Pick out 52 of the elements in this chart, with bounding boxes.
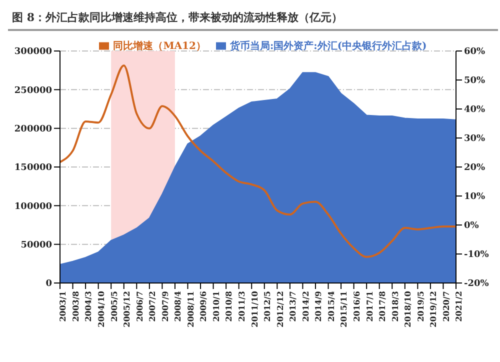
x-tick-label: 2011/3: [236, 290, 247, 322]
x-tick-label: 2005/12: [122, 291, 132, 328]
chart-title: 图 8：外汇占款同比增速维持高位，带来被动的流动性释放（亿元）: [8, 8, 498, 31]
y2-tick-label: 20%: [464, 163, 486, 174]
x-tick-label: 2019/5: [415, 291, 426, 322]
x-tick-label: 2014/2: [300, 291, 310, 322]
x-tick-label: 2021/2: [454, 291, 464, 322]
x-tick-label: 2006/7: [134, 291, 144, 322]
x-tick-label: 2003/1: [58, 291, 68, 322]
x-tick-label: 2015/11: [338, 291, 349, 328]
x-tick-label: 2016/6: [351, 290, 362, 322]
legend-label: 同比增速（MA12）: [113, 41, 206, 52]
x-tick-label: 2005/5: [108, 291, 119, 322]
line-series: [59, 64, 457, 258]
x-tick-label: 2010/8: [224, 290, 234, 322]
x-tick-label: 2008/11: [185, 291, 196, 328]
x-tick-label: 2012/5: [262, 291, 272, 322]
y-tick-label: 150000: [14, 163, 52, 174]
x-tick-label: 2017/8: [377, 290, 388, 322]
x-tick-label: 2007/9: [160, 290, 170, 322]
y-tick-label: 100000: [14, 202, 52, 212]
x-tick-label: 2019/12: [428, 291, 438, 328]
x-tick-label: 2012/12: [274, 291, 285, 328]
x-tick-label: 2018/3: [390, 290, 400, 322]
y2-tick-label: 10%: [464, 192, 486, 202]
y2-tick-label: 40%: [464, 105, 486, 116]
x-tick-label: 2014/9: [313, 290, 324, 322]
x-tick-label: 2004/3: [83, 290, 94, 322]
x-tick-label: 2015/4: [326, 290, 336, 322]
y2-tick-label: 50%: [464, 76, 486, 86]
legend-label: 货币当局:国外资产:外汇(中央银行外汇占款): [230, 41, 427, 52]
x-tick-label: 2020/7: [440, 291, 451, 322]
y2-tick-label: -10%: [464, 250, 490, 260]
y2-tick-label: 60%: [464, 47, 486, 58]
x-tick-label: 2017/1: [364, 291, 374, 322]
y-tick-label: 300000: [14, 47, 52, 58]
x-tick-label: 2010/1: [210, 291, 221, 322]
x-tick-label: 2009/6: [198, 290, 208, 322]
y-tick-label: 0: [46, 279, 52, 290]
y-tick-label: 50000: [20, 240, 52, 251]
x-tick-label: 2003/8: [70, 290, 80, 322]
x-tick-label: 2004/10: [96, 290, 106, 328]
x-tick-label: 2013/7: [288, 291, 298, 322]
x-tick-label: 2008/4: [172, 290, 183, 322]
y2-tick-label: 0%: [464, 221, 480, 232]
y-tick-label: 250000: [14, 86, 52, 96]
y2-tick-label: -20%: [464, 279, 490, 290]
y2-tick-label: 30%: [464, 134, 486, 144]
x-tick-label: 2018/10: [402, 290, 413, 328]
x-tick-label: 2011/10: [249, 290, 260, 328]
y-tick-label: 200000: [14, 124, 52, 135]
x-tick-label: 2007/2: [147, 291, 158, 322]
